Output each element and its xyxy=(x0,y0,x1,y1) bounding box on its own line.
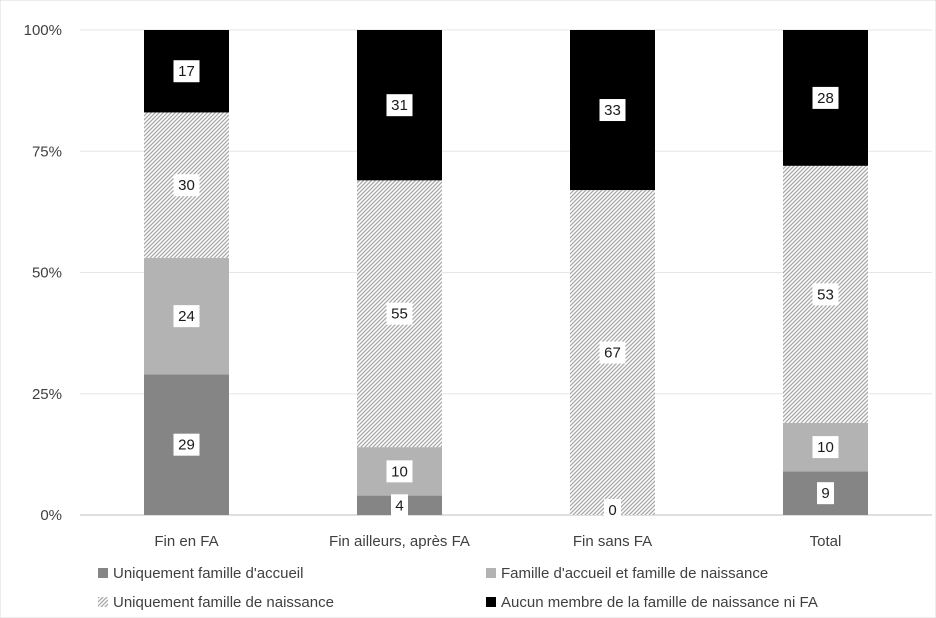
data-label: 0 xyxy=(608,502,616,519)
data-label-bg xyxy=(812,283,839,306)
data-label: 28 xyxy=(817,90,834,107)
x-category-label: Total xyxy=(810,533,842,550)
data-label-bg xyxy=(173,174,200,197)
legend-label: Famille d'accueil et famille de naissanc… xyxy=(501,565,768,582)
data-label: 9 xyxy=(821,485,829,502)
data-label-bg xyxy=(812,86,839,109)
data-label-bg xyxy=(604,499,621,521)
data-label: 55 xyxy=(391,306,408,323)
data-label-bg xyxy=(599,99,626,122)
data-label-bg xyxy=(812,436,839,459)
data-label: 31 xyxy=(391,97,408,114)
data-label-bg xyxy=(391,494,408,517)
data-label: 67 xyxy=(604,345,621,362)
y-tick-label: 50% xyxy=(32,265,62,282)
legend-label: Uniquement famille d'accueil xyxy=(113,565,303,582)
legend-swatch xyxy=(486,568,496,578)
data-label: 29 xyxy=(178,437,195,454)
data-label: 30 xyxy=(178,177,195,194)
legend-swatch xyxy=(486,597,496,607)
x-category-label: Fin ailleurs, après FA xyxy=(329,533,470,550)
y-axis-tick-labels: 0% 25% 50% 75% 100% xyxy=(24,22,62,524)
legend-label: Uniquement famille de naissance xyxy=(113,594,334,611)
y-tick-label: 75% xyxy=(32,143,62,160)
data-label: 24 xyxy=(178,308,195,325)
data-label: 33 xyxy=(604,102,621,119)
data-label: 17 xyxy=(178,63,195,80)
data-label: 10 xyxy=(391,463,408,480)
x-axis-category-labels: Fin en FA Fin ailleurs, après FA Fin sans … xyxy=(154,533,841,550)
data-label-bg xyxy=(386,460,413,483)
y-tick-label: 25% xyxy=(32,386,62,403)
data-label-bg xyxy=(599,341,626,364)
data-label-bg xyxy=(173,60,200,83)
data-label-bg xyxy=(817,482,834,505)
bars xyxy=(144,30,868,516)
legend: Uniquement famille d'accueil Famille d'ac… xyxy=(98,565,818,611)
y-tick-label: 100% xyxy=(24,22,62,39)
x-category-label: Fin sans FA xyxy=(573,533,652,550)
legend-swatch xyxy=(98,597,108,607)
data-label: 10 xyxy=(817,439,834,456)
x-category-label: Fin en FA xyxy=(154,533,218,550)
data-label: 53 xyxy=(817,286,834,303)
legend-swatch xyxy=(98,568,108,578)
legend-label: Aucun membre de la famille de naissance … xyxy=(501,594,818,611)
data-label-bg xyxy=(173,305,200,328)
data-label: 4 xyxy=(395,497,403,514)
data-label-bg xyxy=(386,94,413,117)
data-label-bg xyxy=(173,433,200,456)
data-label-bg xyxy=(386,302,413,325)
data-labels: 29 24 30 17 4 10 55 31 0 67 33 9 10 53 28 xyxy=(173,60,839,521)
y-tick-label: 0% xyxy=(40,507,62,524)
